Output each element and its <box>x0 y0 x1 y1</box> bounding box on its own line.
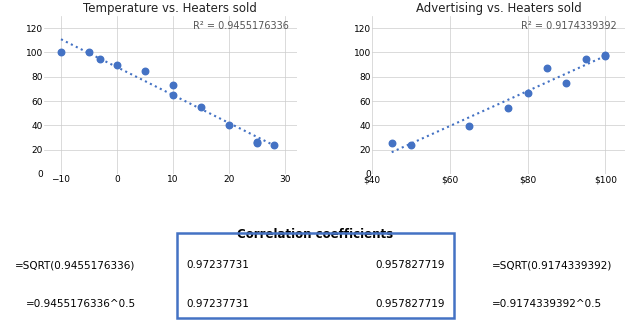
Point <box>168 83 178 88</box>
Point <box>95 56 105 61</box>
Text: R² = 0.9455176336: R² = 0.9455176336 <box>193 21 289 31</box>
Text: =SQRT(0.9455176336): =SQRT(0.9455176336) <box>15 260 136 270</box>
Point <box>112 62 122 67</box>
Point <box>84 50 94 55</box>
Title: Temperature vs. Heaters sold: Temperature vs. Heaters sold <box>83 2 257 15</box>
Point <box>387 141 397 146</box>
Point <box>600 54 610 59</box>
Point <box>269 142 279 147</box>
Point <box>464 124 475 129</box>
Point <box>56 50 66 55</box>
Title: Advertising vs. Heaters sold: Advertising vs. Heaters sold <box>416 2 581 15</box>
Point <box>600 52 610 57</box>
Point <box>542 66 552 71</box>
Text: =SQRT(0.9174339392): =SQRT(0.9174339392) <box>492 260 613 270</box>
Text: 0.957827719: 0.957827719 <box>375 299 445 309</box>
Text: Correlation coefficients: Correlation coefficients <box>237 228 394 240</box>
Point <box>406 142 416 147</box>
Point <box>168 92 178 98</box>
Point <box>581 56 591 61</box>
Text: 0.97237731: 0.97237731 <box>186 299 249 309</box>
Point <box>252 141 262 146</box>
Point <box>522 90 533 95</box>
Text: 0.97237731: 0.97237731 <box>186 260 249 270</box>
Text: =0.9455176336^0.5: =0.9455176336^0.5 <box>25 299 136 309</box>
Point <box>224 123 234 128</box>
Point <box>503 106 513 111</box>
Point <box>196 105 206 110</box>
Point <box>562 80 572 85</box>
Text: R² = 0.9174339392: R² = 0.9174339392 <box>521 21 617 31</box>
Point <box>140 68 150 73</box>
Text: 0.957827719: 0.957827719 <box>375 260 445 270</box>
Text: =0.9174339392^0.5: =0.9174339392^0.5 <box>492 299 603 309</box>
Point <box>252 140 262 145</box>
